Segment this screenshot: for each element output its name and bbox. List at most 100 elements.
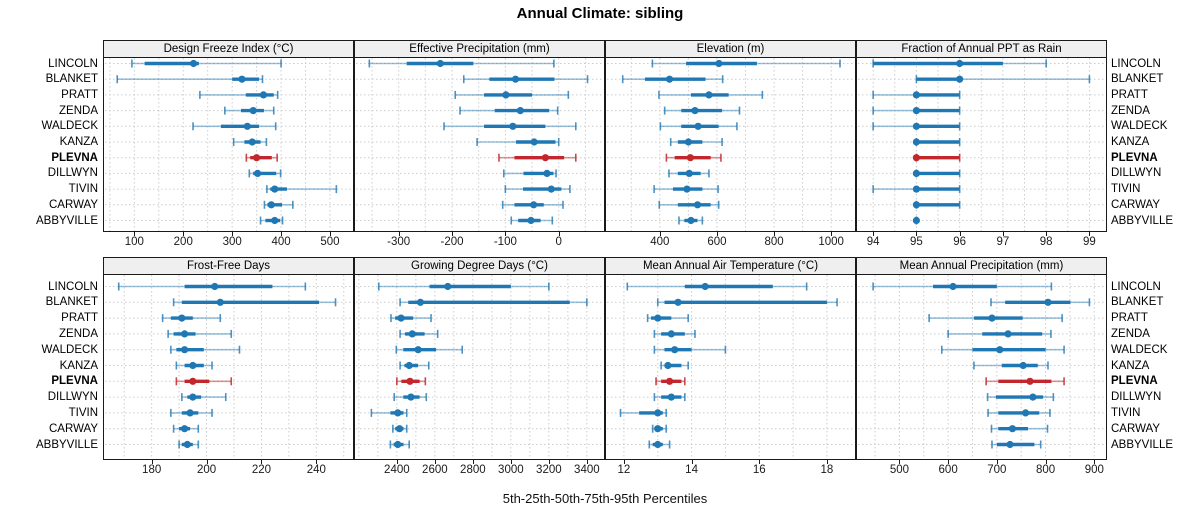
percentile-row xyxy=(659,122,738,131)
row-label-right-carway: CARWAY xyxy=(1111,198,1160,211)
x-tick-label: 180 xyxy=(142,464,162,476)
row-label-left-kanza: KANZA xyxy=(59,359,98,372)
percentile-row xyxy=(459,106,559,115)
x-tick xyxy=(1089,232,1091,236)
percentile-row xyxy=(170,408,213,417)
percentile-row xyxy=(678,216,704,225)
x-tick-label: 99 xyxy=(1083,236,1096,248)
x-tick xyxy=(959,232,961,236)
percentile-row xyxy=(653,185,719,194)
x-tick-label: 3000 xyxy=(498,464,524,476)
x-tick-label: 1000 xyxy=(818,236,844,248)
percentile-row xyxy=(658,90,764,99)
percentile-row xyxy=(985,377,1065,386)
x-tick-label: 3200 xyxy=(536,464,562,476)
percentile-row xyxy=(912,169,961,178)
x-tick xyxy=(759,460,761,464)
row-label-right-lincoln: LINCOLN xyxy=(1111,57,1161,70)
percentile-row xyxy=(651,59,841,68)
percentile-row xyxy=(990,298,1091,307)
x-tick-label: 96 xyxy=(953,236,967,248)
panel-canvas-frost-free-days xyxy=(105,275,352,459)
row-label-left-abbyville: ABBYVILLE xyxy=(35,438,98,451)
row-label-right-abbyville: ABBYVILLE xyxy=(1111,438,1174,451)
chart-title: Annual Climate: sibling xyxy=(516,5,684,22)
percentile-row xyxy=(646,314,690,323)
percentile-row xyxy=(117,282,307,291)
x-tick-label: 98 xyxy=(1039,236,1053,248)
x-tick-label: 400 xyxy=(650,236,670,248)
x-axis-title: 5th-25th-50th-75th-95th Percentiles xyxy=(502,491,708,506)
percentile-row xyxy=(653,345,727,354)
x-tick xyxy=(558,232,560,236)
x-tick xyxy=(134,232,136,236)
row-label-right-dillwyn: DILLWYN xyxy=(1111,167,1162,180)
x-tick xyxy=(316,460,318,464)
panel-canvas-effective-precipitation-mm xyxy=(356,58,603,231)
percentile-row xyxy=(915,75,1091,84)
percentile-row xyxy=(199,90,279,99)
row-label-left-blanket: BLANKET xyxy=(45,73,98,86)
percentile-row xyxy=(370,408,408,417)
panel-mean-annual-air-temperature-c xyxy=(605,275,856,460)
row-label-left-pratt: PRATT xyxy=(61,312,98,325)
x-tick xyxy=(505,232,507,236)
x-tick xyxy=(151,460,153,464)
panel-canvas-design-freeze-index-c xyxy=(105,58,352,231)
row-label-right-abbyville: ABBYVILLE xyxy=(1111,214,1174,227)
percentile-row xyxy=(259,216,284,225)
x-tick-label: 0 xyxy=(555,236,562,248)
percentile-row xyxy=(131,59,282,68)
percentile-row xyxy=(990,424,1049,433)
percentile-row xyxy=(389,440,411,449)
row-label-right-blanket: BLANKET xyxy=(1111,296,1164,309)
x-tick-label: 400 xyxy=(271,236,291,248)
percentile-row xyxy=(399,329,439,338)
percentile-row xyxy=(181,393,227,402)
panel-strip-fraction-of-annual-ppt-as-rain: Fraction of Annual PPT as Rain xyxy=(856,40,1107,58)
percentile-row xyxy=(510,216,554,225)
panel-effective-precipitation-mm xyxy=(354,58,605,232)
row-label-left-tivin: TIVIN xyxy=(68,183,98,196)
row-label-right-blanket: BLANKET xyxy=(1111,73,1164,86)
percentile-row xyxy=(621,75,724,84)
x-tick-label: -300 xyxy=(387,236,411,248)
row-label-left-carway: CARWAY xyxy=(49,198,98,211)
x-tick-label: 200 xyxy=(196,464,217,476)
percentile-row xyxy=(170,345,241,354)
row-label-left-tivin: TIVIN xyxy=(68,406,98,419)
row-label-right-lincoln: LINCOLN xyxy=(1111,280,1161,293)
x-tick-label: 700 xyxy=(987,464,1007,476)
x-tick-label: 200 xyxy=(173,236,193,248)
x-tick-label: 12 xyxy=(617,464,631,476)
row-label-left-dillwyn: DILLWYN xyxy=(47,391,98,404)
x-tick xyxy=(916,232,918,236)
row-label-left-plevna: PLEVNA xyxy=(51,151,98,164)
x-tick xyxy=(396,460,398,464)
percentile-row xyxy=(655,377,686,386)
x-tick-label: 2800 xyxy=(460,464,486,476)
x-tick-label: 97 xyxy=(996,236,1010,248)
x-tick xyxy=(996,460,998,464)
percentile-row xyxy=(248,169,282,178)
percentile-row xyxy=(651,424,668,433)
row-label-left-waldeck: WALDECK xyxy=(41,343,98,356)
percentile-row xyxy=(454,90,570,99)
percentile-row xyxy=(392,424,408,433)
panel-growing-degree-days-c xyxy=(354,275,605,460)
row-label-right-pratt: PRATT xyxy=(1111,88,1148,101)
percentile-row xyxy=(167,329,233,338)
row-label-right-kanza: KANZA xyxy=(1111,136,1150,148)
x-tick xyxy=(716,232,718,236)
panel-strip-design-freeze-index-c: Design Freeze Index (°C) xyxy=(103,40,354,58)
percentile-row xyxy=(619,408,668,417)
x-tick-label: 100 xyxy=(124,236,144,248)
row-label-right-plevna: PLEVNA xyxy=(1111,375,1158,388)
row-label-left-lincoln: LINCOLN xyxy=(48,280,98,293)
x-tick xyxy=(774,232,776,236)
panel-canvas-fraction-of-annual-ppt-as-rain xyxy=(858,58,1105,231)
percentile-row xyxy=(172,424,200,433)
percentile-row xyxy=(462,75,589,84)
x-tick xyxy=(452,232,454,236)
x-tick-label: 14 xyxy=(685,464,698,476)
